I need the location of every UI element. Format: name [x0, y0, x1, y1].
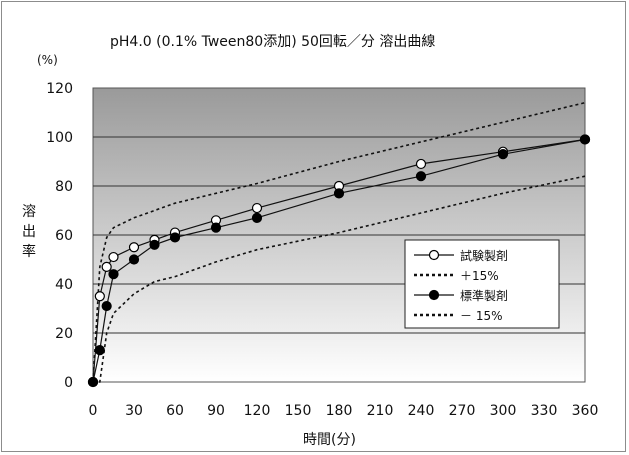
x-tick-90: 90	[207, 403, 225, 419]
legend: 試験製剤 ＋15% 標準製剤 － 15%	[404, 239, 560, 329]
series-2-point	[210, 222, 222, 233]
y-tick-60: 60	[55, 228, 73, 244]
y-tick-120: 120	[46, 81, 73, 97]
x-tick-180: 180	[326, 403, 353, 419]
x-tick-240: 240	[408, 403, 435, 419]
legend-marker-2	[428, 289, 440, 301]
x-tick-120: 120	[244, 403, 271, 419]
y-tick-20: 20	[55, 326, 73, 342]
series-0-point	[415, 158, 427, 170]
series-2-point	[101, 300, 112, 312]
x-tick-270: 270	[449, 403, 476, 419]
y-axis-label: 溶出率	[22, 204, 36, 260]
series-2-point	[149, 239, 160, 250]
gridlines	[93, 136, 585, 334]
series-2-point	[579, 134, 591, 145]
y-tick-100: 100	[46, 130, 73, 146]
x-tick-210: 210	[367, 403, 394, 419]
legend-label-3: － 15%	[460, 309, 503, 323]
x-axis-label: 時間(分)	[303, 432, 356, 448]
legend-label-2: 標準製剤	[460, 288, 508, 303]
x-tick-150: 150	[285, 403, 312, 419]
series-line-1	[92, 101, 586, 383]
series-2-point	[251, 212, 263, 223]
x-tick-0: 0	[89, 403, 98, 419]
series-2-point	[169, 232, 181, 243]
series-2-point	[415, 171, 427, 182]
x-tick-labels: 0 30 60 90 120 150 180 210 240 270 300 330 360	[89, 403, 599, 419]
y-tick-80: 80	[55, 179, 73, 195]
series-0-point	[128, 242, 140, 253]
legend-label-0: 試験製剤	[460, 248, 508, 263]
series-2-point	[87, 376, 99, 388]
series-2-point	[497, 149, 509, 160]
series-0-point	[108, 251, 119, 263]
x-tick-300: 300	[490, 403, 517, 419]
legend-marker-0	[428, 249, 440, 261]
y-tick-0: 0	[64, 375, 73, 391]
series-2-point	[94, 345, 105, 356]
x-tick-330: 330	[531, 403, 558, 419]
series-line-3	[93, 175, 586, 383]
x-tick-60: 60	[166, 403, 184, 419]
y-tick-40: 40	[55, 277, 73, 293]
y-label-char: 出	[22, 224, 36, 240]
series-0-point	[101, 261, 112, 272]
series-layer	[87, 101, 591, 388]
y-unit-label: (%)	[37, 53, 58, 67]
series-2-point	[333, 188, 345, 199]
x-tick-360: 360	[572, 403, 599, 419]
series-0-point	[251, 202, 263, 214]
series-2-point	[128, 254, 140, 265]
series-2-point	[108, 269, 119, 280]
y-tick-labels: 0 20 40 60 80 100 120	[46, 81, 73, 391]
legend-label-1: ＋15%	[460, 269, 499, 283]
y-label-char: 溶	[22, 204, 36, 220]
x-tick-30: 30	[125, 403, 143, 419]
chart-title: pH4.0 (0.1% Tween80添加) 50回転／分 溶出曲線	[110, 34, 435, 50]
series-0-point	[94, 291, 105, 302]
y-label-char: 率	[22, 243, 36, 260]
